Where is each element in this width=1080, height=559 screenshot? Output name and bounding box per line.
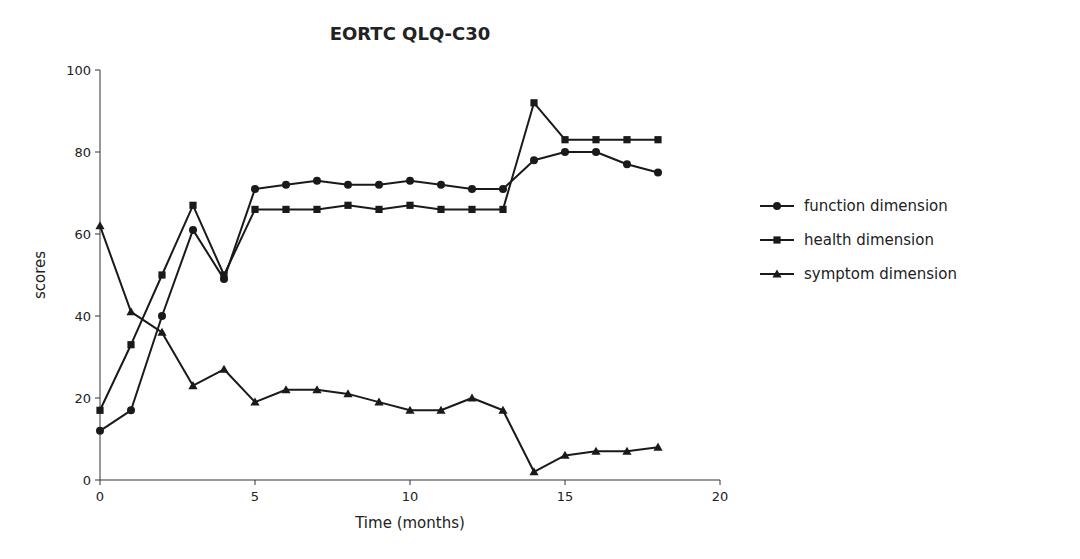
x-tick (100, 480, 101, 485)
y-tick (95, 398, 100, 399)
point (189, 202, 196, 209)
point (158, 312, 166, 320)
y-tick-label: 20 (74, 391, 91, 406)
series (96, 148, 662, 435)
legend-marker (772, 269, 781, 277)
x-tick (410, 480, 411, 485)
point (499, 185, 507, 193)
point (375, 181, 383, 189)
point (189, 226, 197, 234)
series-line (100, 103, 658, 411)
point (219, 365, 228, 373)
point (157, 328, 166, 336)
y-tick-label: 40 (74, 309, 91, 324)
point (95, 221, 104, 229)
point (437, 181, 445, 189)
point (344, 181, 352, 189)
series-line (100, 226, 658, 472)
point (406, 202, 413, 209)
y-tick-label: 0 (83, 473, 91, 488)
point (530, 156, 538, 164)
point (127, 341, 134, 348)
point (653, 443, 662, 451)
point (343, 389, 352, 397)
point (499, 206, 506, 213)
point (560, 451, 569, 459)
point (623, 160, 631, 168)
y-axis-label: scores (31, 251, 49, 299)
point (374, 398, 383, 406)
point (96, 427, 104, 435)
point (561, 136, 568, 143)
point (468, 206, 475, 213)
point (158, 271, 165, 278)
point (96, 407, 103, 414)
point (313, 206, 320, 213)
point (281, 385, 290, 393)
point (250, 398, 259, 406)
point (375, 206, 382, 213)
y-tick (95, 316, 100, 317)
legend-label: symptom dimension (804, 265, 957, 283)
axes: 0 5 10 15 20 0 20 40 60 80 100 (66, 63, 728, 505)
series-line (100, 152, 658, 431)
x-tick (565, 480, 566, 485)
y-tick (95, 480, 100, 481)
point (592, 136, 599, 143)
point (282, 206, 289, 213)
point (561, 148, 569, 156)
x-tick-label: 15 (557, 489, 574, 504)
point (313, 177, 321, 185)
x-tick (720, 480, 721, 485)
point (654, 169, 662, 177)
point (344, 202, 351, 209)
point (530, 99, 537, 106)
y-tick-label: 100 (66, 63, 91, 78)
series (95, 221, 662, 475)
legend-marker (773, 202, 781, 210)
point (282, 181, 290, 189)
title: EORTC QLQ-C30 (330, 23, 491, 44)
y-tick-label: 60 (74, 227, 91, 242)
point (251, 206, 258, 213)
point (654, 136, 661, 143)
legend-label: function dimension (804, 197, 948, 215)
y-tick (95, 152, 100, 153)
chart-container: EORTC QLQ-C30 0 5 10 15 20 0 20 40 60 80 100 Time (m… (0, 0, 1080, 559)
x-tick (255, 480, 256, 485)
point (127, 406, 135, 414)
point (312, 385, 321, 393)
point (220, 271, 227, 278)
point (529, 467, 538, 475)
point (592, 148, 600, 156)
point (623, 136, 630, 143)
plot-marks (95, 99, 662, 475)
point (437, 206, 444, 213)
point (126, 307, 135, 315)
point (251, 185, 259, 193)
x-tick-label: 0 (96, 489, 104, 504)
y-tick (95, 234, 100, 235)
point (405, 406, 414, 414)
point (406, 177, 414, 185)
legend: function dimension health dimension sympto… (760, 197, 957, 283)
point (498, 406, 507, 414)
point (468, 185, 476, 193)
x-tick-label: 20 (712, 489, 729, 504)
y-tick (95, 70, 100, 71)
point (591, 447, 600, 455)
point (188, 381, 197, 389)
point (622, 447, 631, 455)
point (467, 393, 476, 401)
legend-marker (773, 236, 780, 243)
x-tick-label: 5 (251, 489, 259, 504)
y-tick-label: 80 (74, 145, 91, 160)
point (436, 406, 445, 414)
x-axis-label: Time (months) (354, 514, 465, 532)
x-tick-label: 10 (402, 489, 419, 504)
legend-label: health dimension (804, 231, 934, 249)
chart-svg: EORTC QLQ-C30 0 5 10 15 20 0 20 40 60 80 100 Time (m… (0, 0, 1080, 559)
y-axis-line (100, 70, 101, 480)
